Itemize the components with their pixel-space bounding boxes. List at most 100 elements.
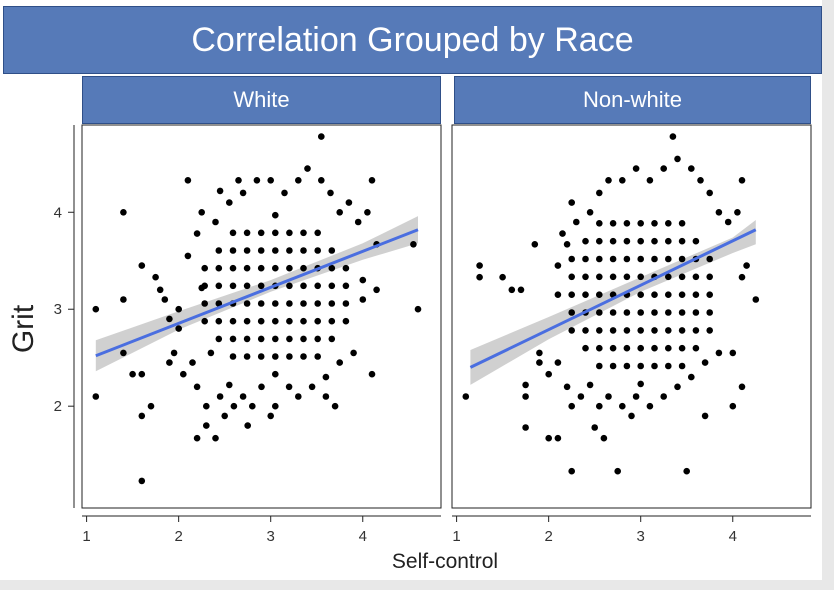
data-point bbox=[300, 229, 307, 237]
data-point bbox=[286, 335, 293, 343]
data-point bbox=[573, 218, 580, 226]
data-point bbox=[129, 370, 136, 378]
data-point bbox=[623, 220, 631, 227]
data-point bbox=[706, 327, 713, 334]
data-point bbox=[724, 218, 732, 226]
data-point bbox=[623, 255, 631, 263]
data-point bbox=[678, 220, 686, 227]
data-point bbox=[678, 327, 686, 334]
data-point bbox=[752, 296, 760, 303]
y-axis-label-box: Grit bbox=[4, 294, 44, 364]
data-point bbox=[295, 393, 302, 400]
data-point bbox=[272, 211, 279, 219]
data-point bbox=[609, 273, 617, 281]
data-point bbox=[651, 309, 658, 316]
data-point bbox=[665, 255, 672, 263]
data-point bbox=[637, 237, 644, 245]
data-point bbox=[706, 309, 713, 316]
data-point bbox=[586, 381, 594, 389]
data-point bbox=[138, 412, 146, 420]
data-point bbox=[609, 344, 617, 352]
data-point bbox=[328, 264, 336, 272]
data-point bbox=[215, 247, 223, 254]
data-point bbox=[300, 282, 307, 290]
data-point bbox=[706, 189, 713, 197]
data-point bbox=[554, 262, 562, 269]
data-point bbox=[243, 300, 251, 307]
chart-title-banner: Correlation Grouped by Race bbox=[3, 6, 822, 74]
data-point bbox=[364, 209, 371, 216]
data-point bbox=[701, 412, 709, 420]
data-point bbox=[184, 177, 192, 184]
x-tick-label: 2 bbox=[544, 528, 552, 545]
x-tick-label: 2 bbox=[174, 528, 182, 545]
data-point bbox=[499, 273, 506, 281]
data-point bbox=[257, 317, 265, 325]
data-point bbox=[180, 370, 187, 378]
data-point bbox=[591, 424, 598, 431]
data-point bbox=[193, 434, 201, 442]
data-point bbox=[258, 383, 265, 391]
data-point bbox=[568, 199, 575, 206]
data-point bbox=[623, 327, 631, 334]
data-point bbox=[253, 177, 261, 184]
data-point bbox=[221, 412, 228, 420]
data-point bbox=[637, 344, 644, 352]
data-point bbox=[665, 291, 672, 299]
data-point bbox=[170, 349, 178, 357]
data-point bbox=[554, 434, 562, 442]
data-point bbox=[609, 237, 617, 245]
data-point bbox=[314, 300, 322, 307]
data-point bbox=[596, 220, 603, 227]
data-point bbox=[554, 359, 562, 366]
data-point bbox=[267, 412, 275, 420]
data-point bbox=[692, 291, 700, 299]
data-point bbox=[328, 247, 336, 254]
data-point bbox=[665, 237, 672, 245]
data-point bbox=[637, 362, 644, 370]
data-point bbox=[563, 383, 571, 391]
data-point bbox=[637, 380, 644, 388]
data-point bbox=[637, 273, 644, 281]
data-point bbox=[600, 434, 608, 442]
y-tick-label: 3 bbox=[54, 301, 62, 318]
data-point bbox=[609, 362, 617, 370]
data-point bbox=[226, 199, 233, 206]
data-point bbox=[331, 402, 339, 410]
y-tick-label: 4 bbox=[54, 204, 62, 221]
data-point bbox=[651, 362, 658, 370]
data-point bbox=[286, 229, 293, 237]
data-point bbox=[314, 317, 322, 325]
data-point bbox=[120, 209, 127, 216]
data-point bbox=[665, 220, 672, 227]
data-point bbox=[175, 325, 182, 332]
data-point bbox=[272, 300, 279, 307]
data-point bbox=[166, 359, 173, 366]
data-point bbox=[596, 362, 603, 370]
data-point bbox=[285, 383, 293, 391]
data-point bbox=[243, 229, 251, 237]
data-point bbox=[138, 477, 146, 485]
data-point bbox=[239, 189, 247, 197]
data-point bbox=[272, 353, 279, 360]
data-point bbox=[295, 177, 302, 184]
data-point bbox=[701, 359, 709, 366]
data-point bbox=[314, 282, 322, 290]
data-point bbox=[660, 393, 667, 400]
data-point bbox=[678, 344, 686, 352]
data-point bbox=[286, 247, 293, 254]
data-point bbox=[706, 273, 713, 281]
data-point bbox=[536, 359, 543, 366]
data-point bbox=[304, 165, 311, 172]
data-point bbox=[665, 344, 672, 352]
data-point bbox=[665, 309, 672, 316]
data-point bbox=[300, 247, 307, 254]
data-point bbox=[596, 237, 603, 245]
data-point bbox=[568, 327, 575, 334]
data-point bbox=[120, 349, 127, 357]
data-point bbox=[272, 247, 279, 254]
data-point bbox=[215, 317, 223, 325]
data-point bbox=[651, 327, 658, 334]
data-point bbox=[229, 335, 237, 343]
x-tick-label: 1 bbox=[82, 528, 90, 545]
